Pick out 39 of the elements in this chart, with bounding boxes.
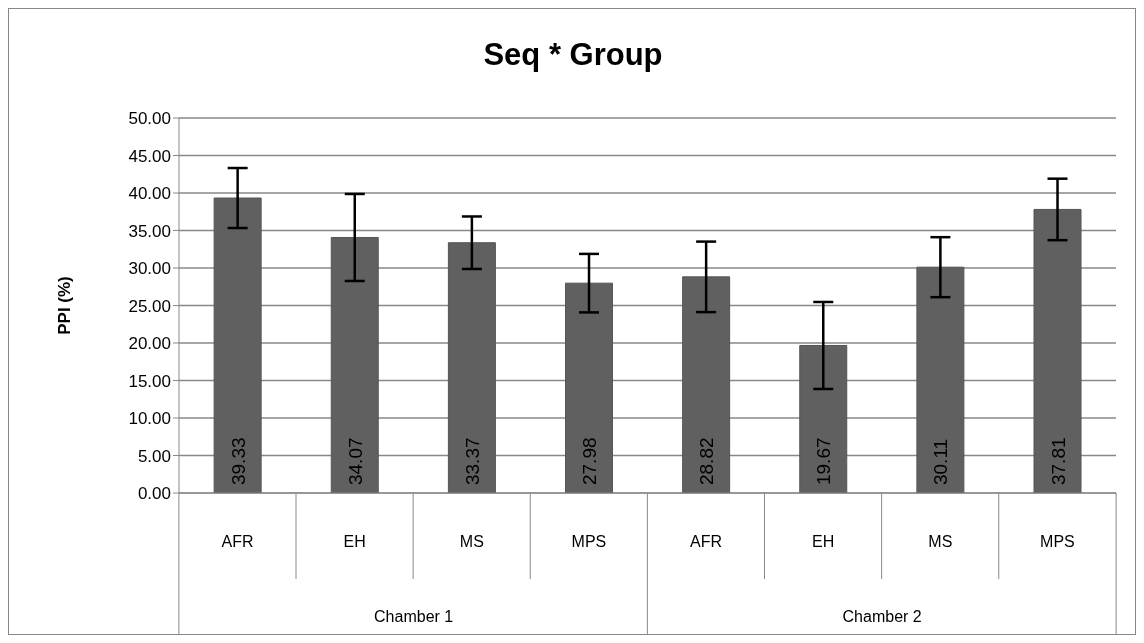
text: Chamber 2 bbox=[842, 608, 922, 625]
data-label: 19.67 bbox=[813, 437, 835, 485]
y-tick-label: 40.00 bbox=[128, 184, 171, 204]
bar bbox=[213, 197, 262, 493]
x-tick-label: MS bbox=[928, 533, 953, 550]
bar bbox=[330, 236, 379, 493]
data-label: 33.37 bbox=[461, 437, 483, 485]
y-tick-label: 45.00 bbox=[128, 146, 171, 166]
x-tick-label: EH bbox=[812, 533, 835, 550]
x-tick-label: MPS bbox=[1040, 533, 1075, 550]
data-label: 39.33 bbox=[227, 437, 249, 485]
data-label: 28.82 bbox=[696, 437, 718, 485]
data-label: 34.07 bbox=[344, 437, 366, 485]
bar bbox=[682, 276, 731, 493]
y-tick-label: 0.00 bbox=[137, 484, 171, 504]
chart-title: Seq * Group bbox=[482, 37, 664, 73]
data-label: 30.11 bbox=[930, 438, 952, 485]
x-tick-label: EH bbox=[343, 533, 366, 550]
y-tick-label: 10.00 bbox=[128, 409, 171, 429]
y-tick-label: 30.00 bbox=[128, 259, 171, 279]
x-tick-label: AFR bbox=[690, 533, 723, 550]
bar bbox=[565, 282, 614, 493]
text: Chamber 1 bbox=[374, 608, 454, 625]
y-tick-label: 20.00 bbox=[128, 334, 171, 354]
bar bbox=[799, 344, 848, 493]
data-label: 27.98 bbox=[579, 437, 601, 485]
y-tick-label: 50.00 bbox=[128, 109, 171, 129]
y-axis-title: PPI (%) bbox=[55, 276, 75, 335]
x-tick-label: AFR bbox=[221, 533, 254, 550]
bar bbox=[447, 242, 496, 493]
x-tick-label: MPS bbox=[571, 533, 607, 550]
bar bbox=[1033, 208, 1082, 493]
bar bbox=[916, 266, 965, 493]
y-tick-label: 15.00 bbox=[128, 371, 171, 391]
data-label: 37.81 bbox=[1047, 437, 1069, 485]
y-tick-label: 35.00 bbox=[128, 221, 171, 241]
y-tick-label: 5.00 bbox=[137, 446, 171, 466]
y-tick-label: 25.00 bbox=[128, 296, 171, 316]
x-tick-label: MS bbox=[459, 533, 484, 550]
